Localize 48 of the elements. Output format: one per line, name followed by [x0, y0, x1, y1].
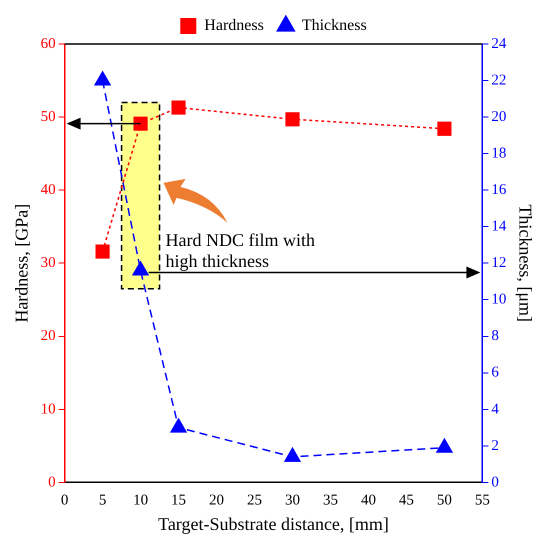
- point: [94, 70, 112, 86]
- y2-tick-label: 4: [491, 401, 500, 418]
- y2-tick-label: 24: [491, 36, 507, 52]
- y2-tick-label: 0: [491, 474, 499, 490]
- y-tick-label: 50: [40, 109, 56, 126]
- x-tick-label: 25: [247, 492, 262, 508]
- y-tick-label: 30: [40, 255, 56, 272]
- y-tick-label: 40: [40, 182, 56, 198]
- y2-tick-label: 10: [491, 292, 506, 308]
- y-tick-label: 10: [40, 401, 56, 418]
- y2-axis-title: Thickness, [μm]: [515, 204, 536, 322]
- y2-tick-label: 6: [491, 364, 500, 381]
- point: [284, 446, 302, 462]
- point: [132, 260, 150, 276]
- point: [436, 438, 454, 453]
- point: [96, 244, 110, 259]
- annotation: Hard NDC film with high thickness: [166, 230, 316, 272]
- point: [133, 116, 148, 131]
- legend-label: Thickness: [302, 17, 367, 34]
- y-axis-title: Hardness, [GPa]: [12, 204, 32, 323]
- x-tick-label: 5: [98, 492, 106, 508]
- point: [170, 418, 188, 433]
- x-tick-label: 35: [322, 492, 338, 508]
- x-tick-label: 55: [474, 492, 490, 508]
- y2-tick-label: 18: [491, 146, 506, 162]
- y2-tick-label: 22: [491, 72, 506, 88]
- y-tick-label: 60: [40, 36, 56, 52]
- x-tick-label: 0: [60, 492, 68, 508]
- x-tick-label: 15: [171, 492, 186, 508]
- x-tick-label: 20: [209, 492, 224, 508]
- x-axis-title: Target-Substrate distance, [mm]: [158, 514, 389, 534]
- x-tick-label: 45: [398, 492, 414, 508]
- y2-tick-label: 8: [491, 328, 499, 344]
- y2-tick-label: 16: [491, 182, 507, 198]
- y-tick-label: 0: [48, 474, 56, 490]
- y2-tick-label: 2: [491, 438, 499, 454]
- y2-tick-label: 20: [491, 109, 506, 126]
- x-tick-label: 40: [360, 492, 376, 508]
- legend-label: Hardness: [204, 17, 264, 34]
- x-tick-label: 10: [133, 492, 148, 508]
- point: [171, 100, 186, 115]
- y-tick-label: 20: [40, 328, 56, 344]
- y2-tick-label: 12: [491, 255, 506, 272]
- point: [285, 112, 300, 126]
- point: [437, 122, 452, 136]
- x-tick-label: 50: [436, 492, 452, 508]
- y2-tick-label: 14: [491, 218, 507, 235]
- x-tick-label: 30: [284, 492, 300, 508]
